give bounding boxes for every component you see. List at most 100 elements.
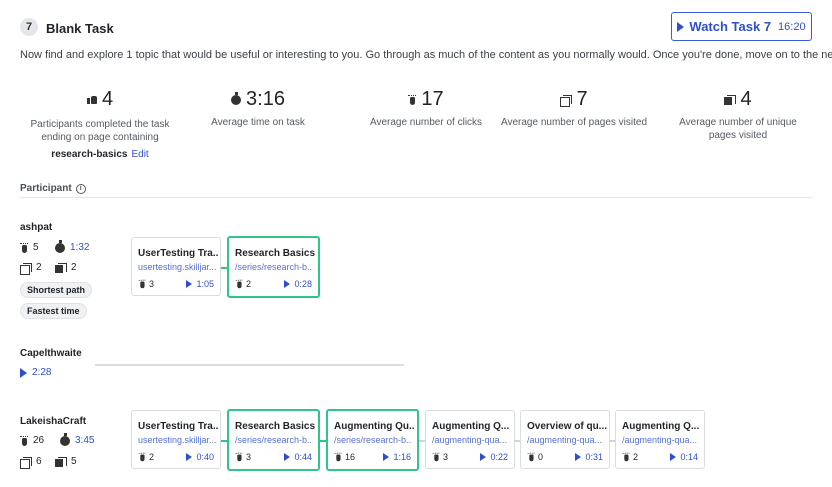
page-title: Augmenting Q... (432, 421, 510, 432)
participant-clicks: 26 (20, 435, 44, 446)
page-time[interactable]: 0:14 (670, 452, 698, 462)
time-value: 0:22 (490, 452, 508, 462)
time-value: 2:28 (32, 367, 52, 378)
clicks-value: 3 (149, 279, 155, 289)
watch-task-button[interactable]: Watch Task 7 16:20 (671, 12, 812, 41)
page-title: UserTesting Tra... (138, 421, 218, 432)
stat-avg-clicks: 17 Average number of clicks (346, 88, 506, 129)
path-connector (221, 440, 229, 442)
path-connector (320, 440, 327, 442)
edit-link[interactable]: Edit (131, 149, 149, 160)
stat-page-name: research-basics (51, 149, 128, 160)
play-icon (186, 453, 193, 461)
clicks-value: 3 (443, 452, 449, 462)
participant-time[interactable]: 3:45 (60, 432, 94, 446)
clicks-value: 2 (246, 279, 252, 289)
page-url: /augmenting-qua... (622, 435, 698, 445)
participant-name[interactable]: Capelthwaite (20, 348, 82, 359)
watch-task-duration: 16:20 (778, 20, 806, 33)
path-card-highlighted[interactable]: Research Basics /series/research-b... 2 … (227, 236, 320, 298)
stat-description: Average number of unique pages visited (679, 117, 797, 141)
page-clicks: 3 (138, 279, 154, 289)
participant-name[interactable]: LakeishaCraft (20, 416, 87, 427)
unique-pages-value: 5 (71, 456, 77, 467)
page-url: /augmenting-qua... (432, 435, 508, 445)
timer-icon (55, 239, 65, 253)
path-card-highlighted[interactable]: Augmenting Qu... /series/research-b... 1… (326, 409, 419, 471)
task-number-badge: 7 (20, 18, 38, 36)
timer-icon (60, 432, 70, 446)
play-icon (670, 453, 677, 461)
clicks-value: 26 (33, 435, 45, 446)
stat-avg-time: 3:16 Average time on task (178, 88, 338, 129)
pages-value: 2 (36, 262, 42, 273)
click-icon (20, 242, 28, 253)
path-card[interactable]: Augmenting Q... /augmenting-qua... 2 0:1… (615, 410, 705, 469)
click-icon (527, 452, 535, 462)
participant-name[interactable]: ashpat (20, 222, 53, 233)
participant-pages: 2 (20, 262, 42, 275)
page-title: Overview of qu... (527, 421, 607, 432)
path-card-highlighted[interactable]: Research Basics /series/research-b... 3 … (227, 409, 320, 471)
page-title: Research Basics (235, 248, 315, 259)
page-time[interactable]: 0:44 (284, 452, 312, 462)
click-icon (138, 279, 146, 289)
participant-time[interactable]: 2:28 (20, 367, 51, 378)
unique-pages-icon (55, 262, 67, 273)
page-url: /series/research-b... (334, 435, 412, 445)
thumbs-up-icon (86, 95, 97, 104)
path-placeholder-bar (95, 364, 404, 366)
page-clicks: 16 (334, 452, 355, 462)
page-time[interactable]: 0:22 (480, 452, 508, 462)
time-value: 0:31 (585, 452, 603, 462)
clicks-value: 16 (345, 452, 356, 462)
divider (20, 197, 812, 198)
participant-unique-pages: 2 (55, 262, 77, 273)
clicks-value: 2 (149, 452, 155, 462)
page-title: Augmenting Qu... (334, 421, 414, 432)
time-value: 0:44 (294, 452, 312, 462)
page-clicks: 2 (622, 452, 638, 462)
click-icon (138, 452, 146, 462)
time-value: 1:16 (393, 452, 411, 462)
path-card[interactable]: Augmenting Q... /augmenting-qua... 3 0:2… (425, 410, 515, 469)
stat-value: 4 (101, 88, 114, 110)
play-icon (677, 21, 685, 32)
pages-icon (560, 94, 573, 107)
badge-shortest-path: Shortest path (20, 282, 93, 298)
stat-value: 4 (740, 88, 752, 110)
path-card[interactable]: Overview of qu... /augmenting-qua... 0 0… (520, 410, 610, 469)
click-icon (622, 452, 630, 462)
page-title: Augmenting Q... (622, 421, 700, 432)
page-time[interactable]: 0:31 (575, 452, 603, 462)
clicks-value: 3 (246, 452, 252, 462)
path-card[interactable]: UserTesting Tra... usertesting.skilljar.… (131, 410, 221, 469)
click-icon (20, 435, 28, 446)
time-value: 1:32 (70, 242, 90, 253)
play-icon (186, 280, 193, 288)
page-time[interactable]: 1:05 (186, 279, 214, 289)
page-clicks: 3 (432, 452, 448, 462)
pages-value: 6 (36, 456, 42, 467)
participant-unique-pages: 5 (55, 456, 77, 467)
click-icon (235, 279, 243, 289)
page-time[interactable]: 0:28 (284, 279, 312, 289)
clicks-value: 5 (33, 242, 39, 253)
page-url: /series/research-b... (235, 262, 313, 272)
page-time[interactable]: 1:16 (383, 452, 411, 462)
page-time[interactable]: 0:40 (186, 452, 214, 462)
participant-header: Participant i (20, 183, 86, 194)
info-icon[interactable]: i (75, 183, 86, 194)
page-url: /series/research-b... (235, 435, 313, 445)
page-title: Research Basics (235, 421, 315, 432)
stat-value: 17 (421, 88, 444, 110)
participant-time[interactable]: 1:32 (55, 239, 90, 253)
path-card[interactable]: UserTesting Tra... usertesting.skilljar.… (131, 237, 221, 296)
path-connector (515, 440, 521, 442)
click-icon (432, 452, 440, 462)
play-icon (284, 453, 291, 461)
play-icon (575, 453, 582, 461)
time-value: 0:40 (196, 452, 214, 462)
stat-value: 7 (576, 88, 588, 110)
task-instructions: Now find and explore 1 topic that would … (20, 49, 832, 61)
